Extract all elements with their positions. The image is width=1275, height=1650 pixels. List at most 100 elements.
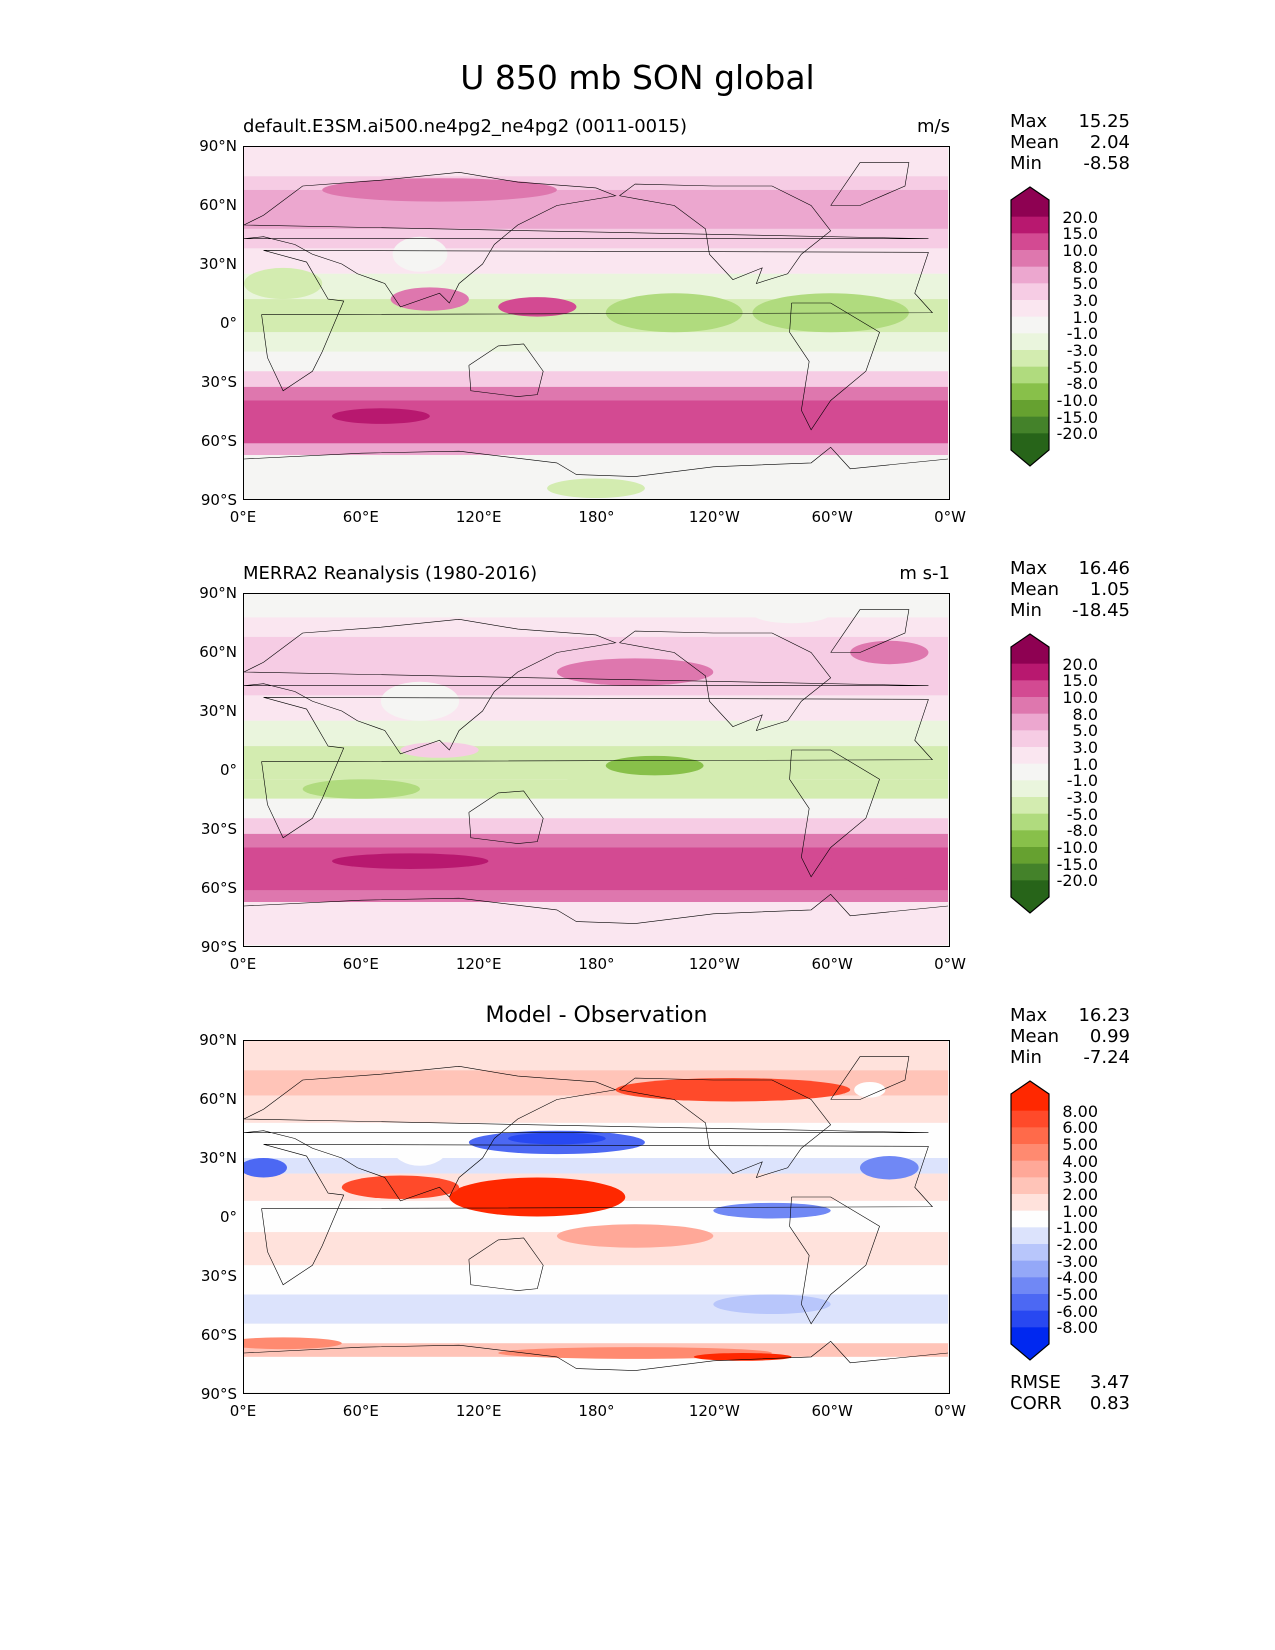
colorbar-tick-label: 6.00 (1062, 1118, 1098, 1138)
colorbar-segment (1011, 847, 1049, 865)
colorbar (1010, 633, 1050, 915)
coastline (244, 172, 928, 307)
colorbar-segment (1011, 300, 1049, 318)
stat-value: 1.05 (1089, 579, 1130, 600)
coastline (244, 447, 948, 476)
contour-region (498, 297, 577, 317)
colorbar-segment (1011, 813, 1049, 831)
stat-label: Mean (1010, 1026, 1060, 1047)
lon-tick-label: 120°W (688, 508, 740, 526)
contour-band (244, 1356, 948, 1392)
colorbar-segment (1011, 1260, 1049, 1278)
contour-band (244, 1158, 948, 1174)
contour-band (244, 847, 948, 891)
stat-label: CORR (1010, 1393, 1062, 1414)
stat-value: 15.25 (1078, 111, 1130, 132)
coastline (831, 610, 909, 653)
colorbar-segment (1011, 333, 1049, 351)
contour-band (244, 386, 948, 401)
colorbar-segment (1011, 1160, 1049, 1178)
colorbar-tick-label: -15.0 (1056, 407, 1098, 427)
colorbar-tick-label: -8.00 (1056, 1318, 1098, 1338)
lon-tick-label: 0°W (934, 508, 966, 526)
colorbar-tick-label: 5.0 (1072, 274, 1098, 294)
coastline (790, 1197, 880, 1324)
contour-band (244, 902, 948, 945)
coastline (831, 163, 909, 206)
contour-region (605, 755, 704, 776)
lon-tick-label: 120°E (455, 955, 502, 973)
colorbar-segment (1011, 266, 1049, 284)
lon-tick-label: 0°W (934, 1402, 966, 1420)
colorbar-segment (1011, 647, 1049, 665)
contour-band (244, 1294, 948, 1324)
stat-label: Min (1010, 153, 1042, 174)
lat-tick-label: 30°S (200, 373, 237, 391)
lon-tick-label: 0°W (934, 955, 966, 973)
contour-band (244, 443, 948, 456)
colorbar-segment (1011, 383, 1049, 401)
colorbar-segment (1011, 400, 1049, 418)
colorbar-segment (1011, 863, 1049, 881)
colorbar-segment (1011, 283, 1049, 301)
lon-tick-label: 120°E (455, 1402, 502, 1420)
colorbar-tick-label: -10.0 (1056, 838, 1098, 857)
contour-band (244, 332, 948, 352)
contour-region (508, 1132, 606, 1145)
contour-region (605, 293, 743, 333)
lat-tick-label: 0° (219, 1208, 237, 1226)
stat-value: 16.46 (1078, 558, 1130, 579)
colorbar-segment (1011, 1327, 1049, 1345)
colorbar-segment (1011, 216, 1049, 234)
colorbar-segment (1011, 416, 1049, 434)
colorbar-tick-label: 15.0 (1062, 671, 1098, 691)
colorbar-segment (1011, 1310, 1049, 1328)
coastline (244, 619, 928, 754)
contour-region (380, 681, 460, 721)
contour-region (547, 478, 645, 498)
panel-title: MERRA2 Reanalysis (1980-2016) (243, 563, 538, 584)
coastline (790, 750, 880, 877)
colorbar-segment (1011, 1277, 1049, 1295)
colorbar-segment (1011, 366, 1049, 384)
colorbar-segment (1011, 233, 1049, 251)
colorbar-tick-label: 8.0 (1072, 704, 1098, 724)
contour-region (850, 640, 929, 665)
map-panel (224, 1040, 950, 1394)
colorbar-tick-label: -5.0 (1066, 357, 1098, 377)
contour-region (392, 1130, 448, 1166)
colorbar-tick-label: 8.0 (1072, 257, 1098, 277)
coastline (469, 344, 543, 397)
colorbar-segment (1011, 680, 1049, 698)
contour-band (244, 1041, 948, 1071)
coastline (262, 697, 933, 837)
stat-label: Max (1010, 111, 1048, 132)
coastline (244, 1341, 948, 1370)
map-panel (243, 593, 950, 947)
lon-tick-label: 60°W (811, 1402, 853, 1420)
contour-region (860, 1156, 919, 1180)
colorbar-tick-label: -4.00 (1056, 1268, 1098, 1288)
colorbar-tick-label: -8.0 (1066, 821, 1098, 841)
colorbar-segment (1011, 663, 1049, 681)
lon-tick-label: 180° (578, 1402, 615, 1420)
colorbar-segment (1011, 1110, 1049, 1128)
colorbar-segment (1011, 1194, 1049, 1212)
colorbar-tick-label: 3.0 (1072, 291, 1098, 310)
stat-value: 16.23 (1078, 1005, 1130, 1026)
stat-label: Max (1010, 1005, 1048, 1026)
colorbar-segment (1011, 1094, 1049, 1112)
lon-tick-label: 180° (578, 508, 615, 526)
lat-tick-label: 0° (219, 761, 237, 779)
contour-region (713, 1294, 831, 1314)
map-panel (243, 146, 950, 500)
colorbar-tick-label: -8.0 (1066, 374, 1098, 394)
contour-map (244, 147, 948, 498)
stat-value: 3.47 (1089, 1372, 1130, 1393)
contour-map (224, 1041, 948, 1392)
coastline (262, 1144, 933, 1284)
contour-region (752, 603, 831, 624)
lat-tick-label: 30°S (200, 820, 237, 838)
colorbar-tick-label: 3.0 (1072, 738, 1098, 757)
coastline (831, 1057, 909, 1100)
